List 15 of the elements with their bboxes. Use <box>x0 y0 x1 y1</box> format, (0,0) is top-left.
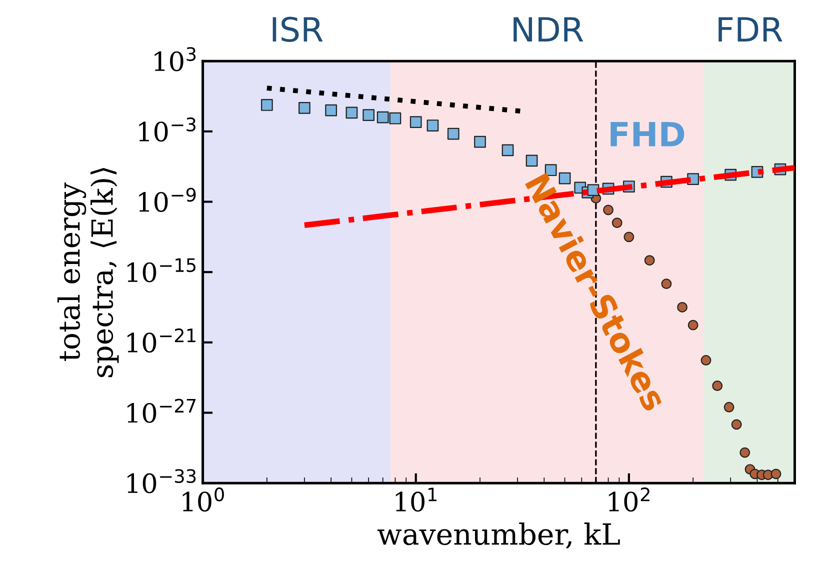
band-label: ISR <box>272 16 323 42</box>
y-tick-label: 10$^{−9}$ <box>139 188 196 212</box>
x-tick-label: 10$^{2}$ <box>608 487 650 512</box>
series-label: FHD <box>610 122 684 146</box>
y-axis-title: total energy spectra, ⟨E(k)⟩ <box>57 168 119 378</box>
band-label: FDR <box>718 17 782 42</box>
band-label: NDR <box>514 17 584 42</box>
y-tick-label: 10$^{−21}$ <box>128 328 196 353</box>
y-tick-label: 10$^{−3}$ <box>139 117 196 142</box>
x-tick-label: 10$^{0}$ <box>182 487 224 512</box>
y-tick-label: 10$^{3}$ <box>154 47 196 72</box>
y-tick-label: 10$^{−15}$ <box>128 258 196 282</box>
x-tick-label: 10$^{1}$ <box>396 488 437 512</box>
y-tick-label: 10$^{−27}$ <box>128 398 196 423</box>
x-axis-title: wavenumber, kL <box>377 522 620 549</box>
